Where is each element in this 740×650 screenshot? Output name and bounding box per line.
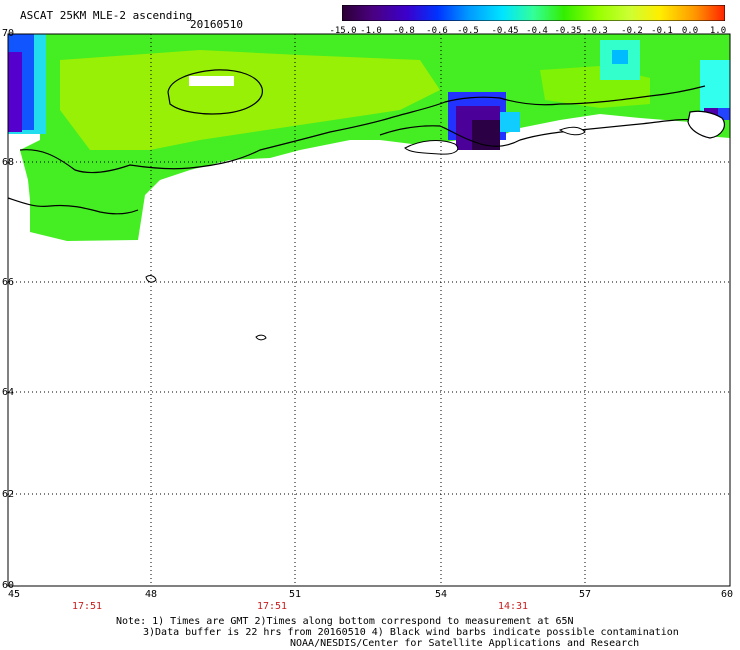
lon-label-51: 51: [288, 589, 302, 600]
swath-blue-patch: [612, 50, 628, 64]
island-east: [687, 110, 725, 139]
island-white-1: [404, 140, 459, 155]
swath-purple-left: [8, 52, 22, 132]
lon-label-60: 60: [720, 589, 733, 600]
colorbar-label-0: -15.0: [329, 26, 357, 36]
swath-blue-block: [448, 92, 506, 140]
colorbar-label-5: -0.45: [491, 26, 519, 36]
colorbar-label-11: 0.0: [681, 26, 699, 36]
map-date: 20160510: [190, 18, 243, 31]
swath-darkpurple: [472, 120, 500, 150]
islet-2: [255, 334, 267, 341]
swath-gap: [189, 76, 234, 86]
lat-label-64: 64: [2, 387, 15, 398]
colorbar-label-6: -0.4: [526, 26, 548, 36]
note-line-2: 3)Data buffer is 22 hrs from 20160510 4)…: [143, 627, 679, 638]
lat-label-62: 62: [2, 489, 15, 500]
swath-purple-block: [456, 106, 500, 150]
map-frame: [7, 33, 731, 587]
coastline-north: [19, 85, 706, 174]
swath-cyan-edge: [700, 60, 730, 120]
coastline-white-sea-south: [379, 118, 701, 147]
map-title: ASCAT 25KM MLE-2 ascending: [20, 9, 193, 22]
colorbar-label-10: -0.1: [651, 26, 673, 36]
swath-yellowgreen: [60, 50, 440, 150]
swath-cyan-block: [500, 112, 520, 132]
colorbar-label-9: -0.2: [621, 26, 643, 36]
pass-time-2: 17:51: [256, 601, 288, 612]
island-white-2: [558, 126, 586, 136]
colorbar-label-2: -0.8: [393, 26, 415, 36]
swath-blue-right: [718, 108, 730, 120]
lon-label-57: 57: [578, 589, 592, 600]
colorbar: [342, 5, 725, 21]
colorbar-label-8: -0.3: [586, 26, 608, 36]
pass-time-3: 14:31: [497, 601, 529, 612]
lat-label-60: 60: [2, 580, 15, 591]
pass-time-1: 17:51: [71, 601, 103, 612]
lat-label-70: 70: [2, 28, 15, 39]
swath-blue-left: [8, 34, 34, 130]
lon-label-45: 45: [8, 589, 21, 600]
lon-label-54: 54: [434, 589, 448, 600]
lon-label-48: 48: [144, 589, 158, 600]
kanin-lake: [167, 69, 263, 115]
coastline-kola-west: [7, 197, 139, 215]
swath-cyan-right: [600, 40, 640, 80]
swath-cyan-left: [8, 34, 46, 134]
lat-label-66: 66: [2, 277, 15, 288]
note-line-1: Note: 1) Times are GMT 2)Times along bot…: [116, 616, 574, 627]
swath-field: [8, 34, 730, 241]
colorbar-gradient: [342, 5, 725, 21]
colorbar-label-7: -0.35: [554, 26, 582, 36]
swath-purple-right: [704, 108, 718, 118]
colorbar-label-1: -1.0: [360, 26, 382, 36]
note-line-3: NOAA/NESDIS/Center for Satellite Applica…: [290, 638, 640, 649]
islet-1: [145, 275, 157, 283]
swath-yellowgreen-2: [540, 66, 650, 108]
colorbar-label-4: -0.5: [457, 26, 479, 36]
lat-label-68: 68: [2, 157, 15, 168]
colorbar-label-3: -0.6: [426, 26, 448, 36]
graticule: [8, 34, 730, 586]
colorbar-label-12: 1.0: [709, 26, 727, 36]
